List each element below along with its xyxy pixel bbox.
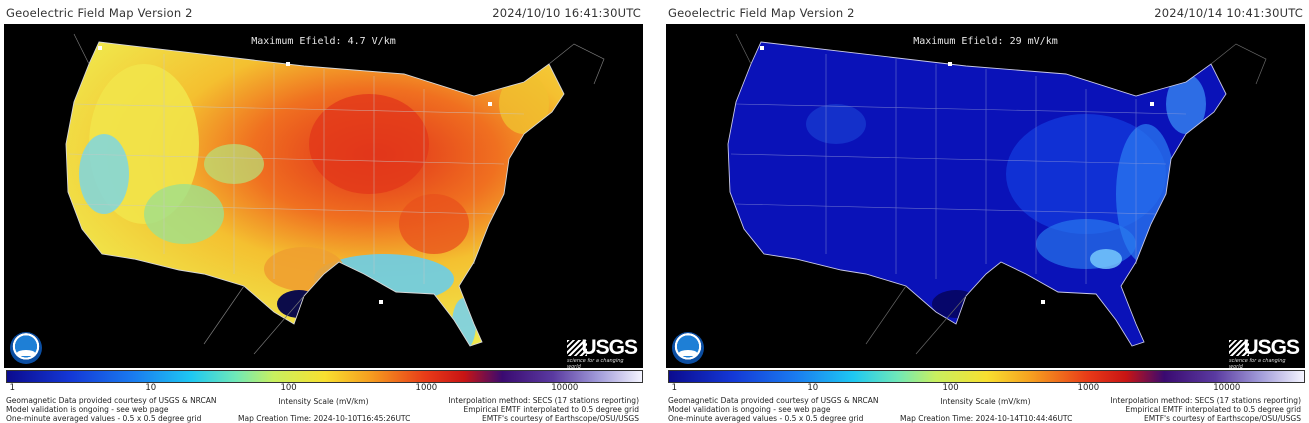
tick-label: 1: [671, 383, 678, 393]
colorbar-ticks: 1 10 100 1000 10000: [668, 383, 1303, 395]
tick-label: 10: [145, 383, 157, 393]
tick-label: 1000: [1077, 383, 1100, 393]
geoelectric-map-panel-right: Geoelectric Field Map Version 2 2024/10/…: [664, 0, 1307, 423]
tick-label: 10000: [1213, 383, 1241, 393]
noaa-logo: [10, 332, 42, 364]
us-outline: [65, 41, 565, 347]
us-geoelectric-map: [65, 33, 605, 355]
state-borders: [730, 54, 1187, 284]
us-outline: [727, 41, 1227, 347]
neighbor-borders: [73, 33, 605, 355]
station-markers: [760, 46, 1154, 304]
map-timestamp: 2024/10/14 10:41:30UTC: [1154, 6, 1303, 20]
footer-credits-left: Geomagnetic Data provided courtesy of US…: [6, 396, 217, 423]
map-title: Geoelectric Field Map Version 2: [6, 6, 193, 20]
intensity-colorbar: [668, 370, 1305, 383]
map-title: Geoelectric Field Map Version 2: [668, 6, 855, 20]
map-creation-time: Map Creation Time: 2024-10-14T10:44:46UT…: [900, 414, 1073, 423]
efield-surface: [66, 42, 564, 346]
us-geoelectric-map: [727, 33, 1267, 355]
intensity-colorbar: [6, 370, 643, 383]
state-borders: [68, 54, 525, 284]
panel-header: Geoelectric Field Map Version 2 2024/10/…: [666, 6, 1305, 22]
maximum-efield-label: Maximum Efield: 4.7 V/km: [251, 36, 396, 47]
footer-credits-right: Interpolation method: SECS (17 stations …: [1110, 396, 1301, 423]
efield-surface: [728, 42, 1226, 346]
map-timestamp: 2024/10/10 16:41:30UTC: [492, 6, 641, 20]
neighbor-borders: [735, 33, 1267, 355]
usgs-logo: USGS science for a changing world: [1229, 336, 1300, 368]
intensity-scale-label: Intensity Scale (mV/km): [278, 397, 369, 406]
tick-label: 1000: [415, 383, 438, 393]
footer-credits-right: Interpolation method: SECS (17 stations …: [448, 396, 639, 423]
usgs-logo: USGS science for a changing world: [567, 336, 638, 368]
geoelectric-map-panel-left: Geoelectric Field Map Version 2 2024/10/…: [2, 0, 645, 423]
map-canvas: Maximum Efield: 4.7 V/km USGS science fo…: [4, 24, 643, 368]
footer-credits-left: Geomagnetic Data provided courtesy of US…: [668, 396, 879, 423]
tick-label: 10000: [551, 383, 579, 393]
tick-label: 100: [280, 383, 297, 393]
noaa-logo: [672, 332, 704, 364]
colorbar-ticks: 1 10 100 1000 10000: [6, 383, 641, 395]
panel-header: Geoelectric Field Map Version 2 2024/10/…: [4, 6, 643, 22]
tick-label: 1: [9, 383, 16, 393]
map-creation-time: Map Creation Time: 2024-10-10T16:45:26UT…: [238, 414, 411, 423]
map-canvas: Maximum Efield: 29 mV/km USGS science fo…: [666, 24, 1305, 368]
station-markers: [98, 46, 492, 304]
tick-label: 10: [807, 383, 819, 393]
maximum-efield-label: Maximum Efield: 29 mV/km: [913, 36, 1058, 47]
intensity-scale-label: Intensity Scale (mV/km): [940, 397, 1031, 406]
tick-label: 100: [942, 383, 959, 393]
